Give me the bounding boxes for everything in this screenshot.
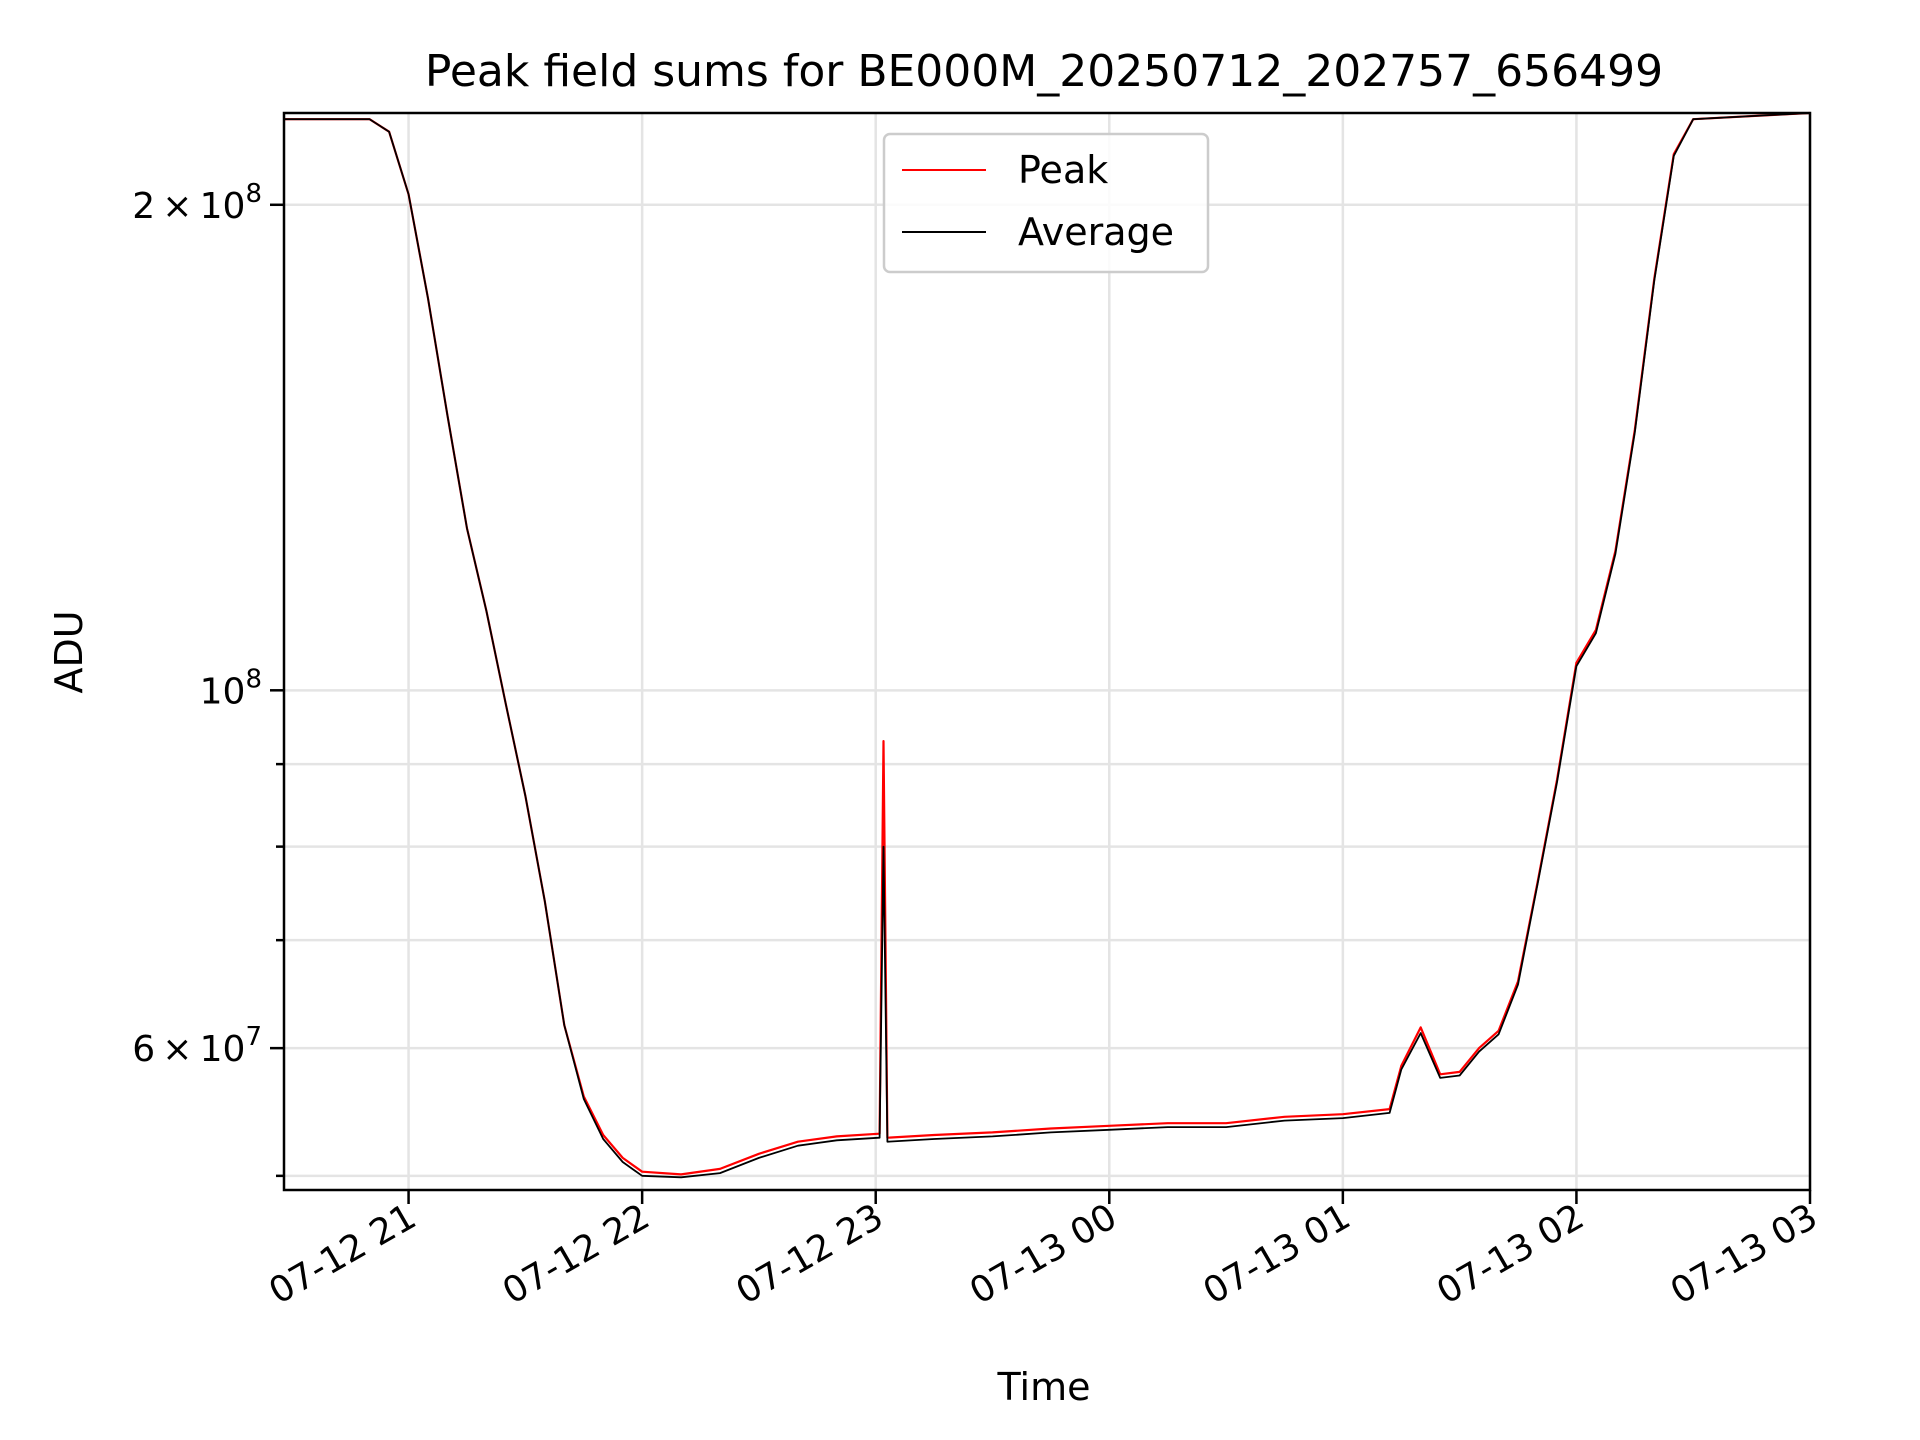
plot-frame bbox=[282, 111, 1812, 1192]
legend-label-peak: Peak bbox=[1018, 148, 1108, 192]
y-axis-label: ADU bbox=[47, 610, 91, 693]
series-lines bbox=[284, 111, 1811, 1179]
series-line-average bbox=[284, 112, 1811, 1179]
chart-title: Peak field sums for BE000M_20250712_2027… bbox=[425, 46, 1663, 97]
y-tick-label: 108 bbox=[200, 664, 262, 712]
y-tick-label: 2 × 108 bbox=[132, 179, 262, 227]
legend: Peak Average bbox=[882, 132, 1210, 274]
legend-box bbox=[882, 132, 1210, 274]
x-axis-label: Time bbox=[997, 1365, 1091, 1409]
grid-lines bbox=[284, 113, 1812, 1190]
y-tick-label: 6 × 107 bbox=[132, 1022, 262, 1070]
legend-label-average: Average bbox=[1018, 210, 1174, 254]
